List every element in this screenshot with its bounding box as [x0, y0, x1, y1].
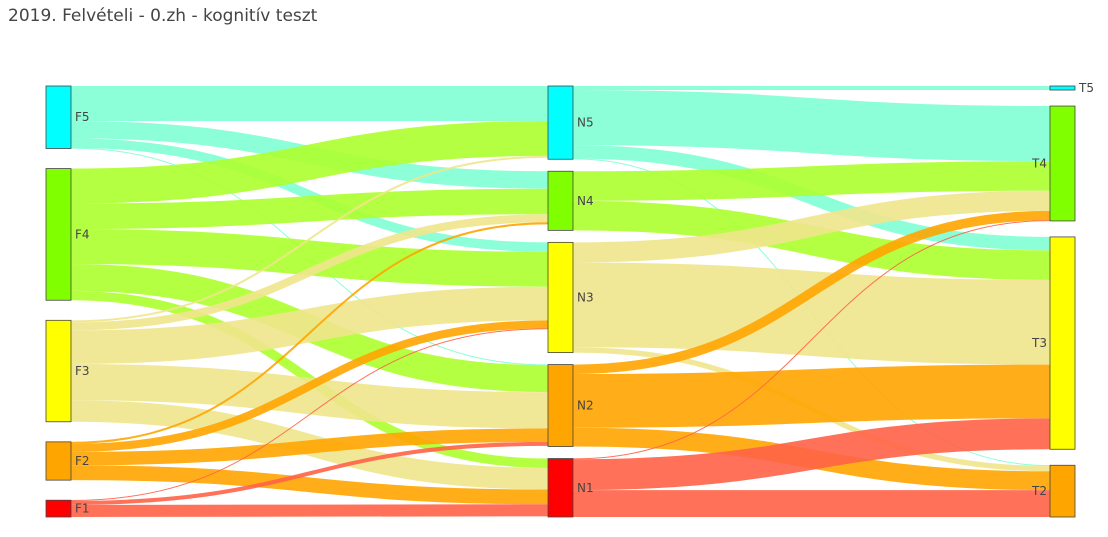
node-t2-label: T2 — [1031, 484, 1047, 498]
node-t2[interactable]: T2 — [1031, 464, 1076, 518]
link-n4-t3[interactable] — [572, 200, 1051, 280]
node-t4[interactable]: T4 — [1031, 105, 1076, 222]
node-f2-bar[interactable] — [45, 441, 72, 481]
link-n5-t4[interactable] — [572, 90, 1051, 162]
link-f4-n5[interactable] — [70, 120, 549, 204]
link-f3-n3[interactable] — [70, 286, 549, 364]
link-f3-n5[interactable] — [70, 155, 549, 323]
node-n5-bar[interactable] — [547, 85, 574, 160]
node-n4-label: N4 — [577, 194, 594, 208]
node-t3-bar[interactable] — [1049, 236, 1076, 450]
node-t5[interactable]: T5 — [1049, 81, 1094, 95]
node-f2[interactable]: F2 — [45, 441, 90, 481]
link-f3-n4[interactable] — [70, 214, 549, 331]
node-t5-bar[interactable] — [1049, 85, 1076, 91]
link-f1-n3[interactable] — [70, 328, 549, 502]
link-f4-n3[interactable] — [70, 229, 549, 287]
link-f2-n2[interactable] — [70, 428, 549, 466]
node-f5-bar[interactable] — [45, 85, 72, 149]
link-n4-t4[interactable] — [572, 161, 1051, 201]
link-f2-n4[interactable] — [70, 222, 549, 444]
node-t3-label: T3 — [1031, 336, 1047, 350]
node-n2-label: N2 — [577, 399, 594, 413]
link-f5-n3[interactable] — [70, 138, 549, 252]
link-n2-t3[interactable] — [572, 364, 1051, 428]
node-t3[interactable]: T3 — [1031, 236, 1076, 450]
node-n1-label: N1 — [577, 481, 594, 495]
node-f4-bar[interactable] — [45, 168, 72, 301]
node-t4-bar[interactable] — [1049, 105, 1076, 222]
link-n3-t3[interactable] — [572, 262, 1051, 365]
node-n4-bar[interactable] — [547, 170, 574, 231]
node-f1-bar[interactable] — [45, 499, 72, 518]
node-f5-label: F5 — [75, 110, 90, 124]
node-n1-bar[interactable] — [547, 458, 574, 518]
link-f1-n1[interactable] — [70, 504, 549, 518]
node-f2-label: F2 — [75, 454, 90, 468]
node-t4-label: T4 — [1031, 156, 1047, 170]
node-f1[interactable]: F1 — [45, 499, 90, 518]
node-n5-label: N5 — [577, 116, 594, 130]
node-n3[interactable]: N3 — [547, 241, 594, 353]
link-f2-n3[interactable] — [70, 320, 549, 452]
node-f3[interactable]: F3 — [45, 319, 90, 423]
node-n5[interactable]: N5 — [547, 85, 594, 160]
link-n1-t3[interactable] — [572, 418, 1051, 491]
node-n1[interactable]: N1 — [547, 458, 594, 518]
link-n5-t3[interactable] — [572, 145, 1051, 251]
node-f4-label: F4 — [75, 227, 90, 241]
chart-title: 2019. Felvételi - 0.zh - kognitív teszt — [8, 6, 318, 26]
node-f1-label: F1 — [75, 502, 90, 516]
link-f4-n4[interactable] — [70, 188, 549, 230]
link-f1-n2[interactable] — [70, 441, 549, 505]
link-f3-n2[interactable] — [70, 363, 549, 429]
node-f4[interactable]: F4 — [45, 168, 90, 301]
node-n2[interactable]: N2 — [547, 364, 594, 447]
node-n2-bar[interactable] — [547, 364, 574, 447]
node-t2-bar[interactable] — [1049, 464, 1076, 518]
links-layer — [70, 85, 1051, 518]
node-f3-bar[interactable] — [45, 319, 72, 423]
node-n3-label: N3 — [577, 290, 594, 304]
link-n3-t4[interactable] — [572, 190, 1051, 263]
link-n2-t4[interactable] — [572, 210, 1051, 374]
nodes-layer: F5 F4 F3 F2 F1 N5 N4 N3 N2 N1 T5 T4 T3 T2 — [45, 81, 1094, 518]
node-f3-label: F3 — [75, 364, 90, 378]
link-n1-t4[interactable] — [572, 220, 1051, 460]
node-n4[interactable]: N4 — [547, 170, 594, 231]
node-t5-label: T5 — [1078, 81, 1094, 95]
node-n3-bar[interactable] — [547, 241, 574, 353]
link-f2-n1[interactable] — [70, 465, 549, 505]
node-f5[interactable]: F5 — [45, 85, 90, 149]
